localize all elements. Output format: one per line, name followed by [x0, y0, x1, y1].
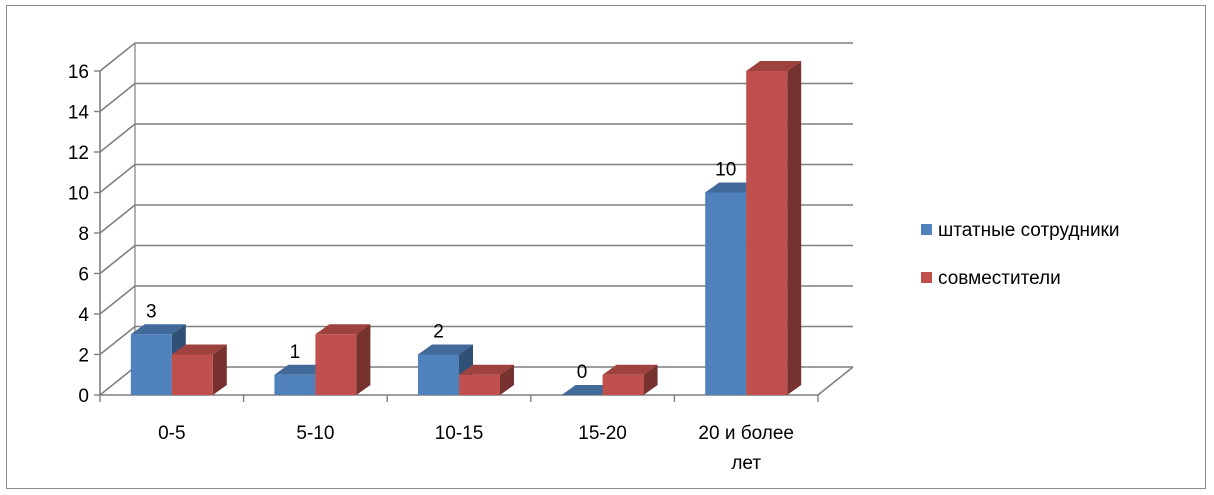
gridline-depth [99, 244, 136, 275]
x-tick-label: 10-15 [435, 423, 484, 444]
bar-side [500, 364, 514, 395]
x-tick-label: 20 и более лет [698, 423, 794, 474]
data-label: 3 [146, 301, 157, 322]
bar-side [787, 61, 802, 395]
legend: штатные сотрудники совместители [921, 220, 1119, 289]
y-tick-label: 6 [78, 265, 89, 286]
gridline-depth [99, 325, 136, 356]
bar [171, 344, 227, 395]
data-label: 1 [290, 342, 301, 363]
legend-label: совместители [938, 268, 1061, 289]
bar-front [602, 374, 644, 395]
bar-top [602, 364, 658, 375]
bar-side [356, 324, 371, 395]
x-tick-label: 5-10 [296, 423, 334, 444]
y-tick-label: 10 [68, 184, 89, 205]
floor-edge [817, 366, 854, 396]
gridline-depth [99, 366, 136, 396]
y-tick-label: 0 [78, 386, 89, 407]
bar-top [459, 364, 514, 375]
legend-swatch [921, 272, 932, 283]
bar-front [315, 334, 357, 395]
bar [602, 364, 658, 395]
bars [130, 61, 802, 395]
bar [746, 61, 802, 395]
y-tick-label: 4 [78, 305, 89, 326]
bar-front [130, 334, 172, 395]
y-tick-label: 2 [78, 346, 89, 367]
x-tick-label: 15-20 [578, 423, 627, 444]
bar-front [274, 374, 316, 395]
gridline-depth [99, 285, 136, 315]
bar-top [130, 324, 186, 335]
bar-front [746, 71, 788, 395]
bar-top [418, 344, 473, 355]
gridline-depth [99, 123, 136, 153]
bar-front [459, 374, 500, 395]
bar-top [746, 61, 802, 71]
bar [459, 364, 514, 395]
gridline-depth [99, 163, 136, 194]
chart-frame [6, 5, 1206, 489]
gridline-depth [99, 42, 136, 72]
data-label: 10 [715, 160, 736, 181]
bar-top [315, 324, 371, 335]
data-label: 0 [577, 362, 588, 383]
y-tick-label: 14 [68, 103, 90, 124]
bar [315, 324, 371, 395]
bar-side [643, 364, 658, 395]
x-tick-label: 0-5 [158, 423, 185, 444]
legend-label: штатные сотрудники [938, 220, 1119, 241]
y-tick-label: 8 [78, 224, 89, 245]
bar-front [171, 354, 213, 395]
y-tick-label: 12 [68, 143, 89, 164]
legend-swatch [921, 224, 932, 235]
gridline-depth [99, 204, 136, 234]
y-tick-label: 16 [68, 62, 89, 83]
bar-side [212, 344, 227, 395]
labels: 3 1 2 0 10 [146, 160, 736, 384]
data-label: 2 [433, 322, 444, 343]
gridline-depth [99, 82, 136, 113]
bar-top [171, 344, 227, 355]
bar-front [705, 192, 747, 395]
bar-front [418, 354, 459, 395]
